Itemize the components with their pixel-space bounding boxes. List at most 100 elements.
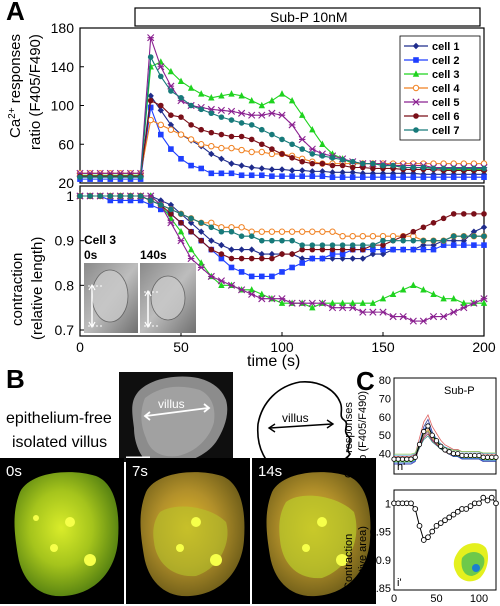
c-bottom-y-label-line1: Contraction (343, 534, 355, 590)
top-series-point (168, 112, 174, 118)
c-bottom-point (488, 494, 495, 501)
bottom-series-point (228, 264, 235, 271)
bottom-series-point (238, 246, 245, 253)
legend-marker (412, 98, 420, 106)
bottom-series-point (77, 193, 83, 199)
c-bottom-y-tick-label: 0.95 (370, 527, 391, 539)
bottom-series-point (440, 295, 447, 302)
bottom-series-point (409, 317, 417, 325)
top-series-point (360, 164, 366, 171)
top-series-point (309, 168, 316, 175)
bottom-series-point (399, 313, 407, 321)
top-series-point (279, 173, 285, 180)
top-series-group (76, 34, 488, 182)
bottom-series-point (339, 246, 346, 253)
bottom-series-point (380, 242, 386, 248)
top-series-point (289, 155, 295, 161)
bottom-series-point (429, 313, 438, 321)
top-series-point (258, 165, 265, 172)
c-bottom-y-tick-label: 1 (385, 498, 391, 510)
bottom-series-point (369, 299, 377, 306)
c-bottom-point (493, 500, 499, 507)
top-series-point (238, 109, 246, 117)
top-series-point (370, 160, 376, 167)
bottom-series-point (188, 215, 194, 222)
c-bottom-point (408, 500, 414, 507)
top-series-point (107, 174, 114, 180)
bottom-series-point (208, 224, 215, 231)
c-top-mean-point (476, 452, 482, 459)
bottom-series-point (319, 246, 326, 253)
top-series-point (178, 114, 184, 120)
bottom-x-tick-label: 200 (472, 339, 496, 355)
fluorescence-frame-14s: 14s (252, 458, 376, 604)
bottom-series-point (157, 197, 164, 204)
fluorescence-frame-7s: 7s (126, 458, 250, 604)
legend-label: cell 5 (432, 97, 460, 109)
c-top-series-group (391, 414, 499, 465)
bottom-series-point (268, 250, 276, 258)
top-series-point (430, 165, 437, 172)
c-top-mean-point (421, 428, 427, 435)
top-series-point (238, 133, 245, 140)
top-series-point (248, 96, 255, 104)
legend: cell 1 cell 2 cell 3 cell 4 cell 5 cell 6 cell… (404, 41, 460, 137)
bottom-series-point (299, 260, 305, 266)
top-y-tick-label: 180 (51, 20, 75, 36)
bottom-series-point (218, 281, 225, 289)
top-series-point (248, 111, 256, 119)
top-series-point (208, 94, 215, 101)
bottom-series-point (147, 202, 154, 208)
bottom-series-point (481, 233, 487, 239)
top-series-point (299, 158, 306, 165)
bottom-series-point (339, 233, 346, 240)
top-series-point (380, 174, 386, 180)
c-villus-thumbnail (453, 543, 488, 582)
top-series-point (168, 88, 174, 94)
c-bottom-point (416, 523, 423, 529)
bottom-series-point (188, 228, 194, 235)
bottom-series-point (370, 246, 376, 253)
bottom-series-point (309, 242, 316, 248)
c-top-mean-point (442, 447, 448, 453)
bottom-series-point (178, 220, 184, 226)
bottom-series-point (289, 237, 295, 244)
bottom-y-tick-label: 0.9 (55, 233, 75, 249)
bottom-series-point (450, 237, 457, 244)
top-series-point (177, 131, 185, 138)
top-series-point (97, 174, 103, 180)
top-series-point (329, 155, 336, 161)
bottom-series-point (328, 304, 337, 312)
bottom-y-label-line1: contraction (9, 253, 26, 326)
bottom-series-point (379, 295, 387, 302)
top-series-point (248, 148, 255, 156)
bottom-series-point (147, 197, 154, 204)
bottom-series-point (259, 273, 265, 280)
legend-marker (412, 70, 420, 77)
c-top-y-ticks: 40 50 60 70 80 (379, 375, 391, 461)
top-series-point (228, 90, 235, 97)
bottom-series-point (480, 224, 488, 231)
top-series-point (370, 165, 376, 172)
bottom-series-point (339, 255, 346, 262)
bottom-series-point (430, 246, 437, 253)
bottom-series-point (461, 242, 467, 248)
c-bottom-point (476, 500, 482, 507)
bottom-series-point (470, 228, 478, 235)
bottom-series-point (359, 308, 367, 316)
c-top-mean-point (412, 454, 418, 460)
panel-letter-a: A (6, 0, 25, 26)
bottom-series-point (197, 263, 205, 272)
bottom-series-point (480, 295, 488, 303)
top-series-point (228, 117, 235, 123)
bottom-y-tick-label: 0.8 (55, 277, 75, 293)
c-bottom-x-tick-label: 100 (470, 593, 488, 605)
top-series-point (349, 169, 356, 176)
panel-c-figure: Sub-P 40 50 60 70 80 h' Ca2+ responses ratio… (343, 375, 499, 605)
c-bottom-point (420, 537, 427, 543)
bottom-series-point (460, 304, 468, 312)
top-y-label-line1: Ca2+ responses (7, 34, 25, 138)
c-top-mean-point (472, 452, 478, 459)
top-series-point (188, 102, 194, 109)
c-bottom-point (446, 514, 453, 521)
